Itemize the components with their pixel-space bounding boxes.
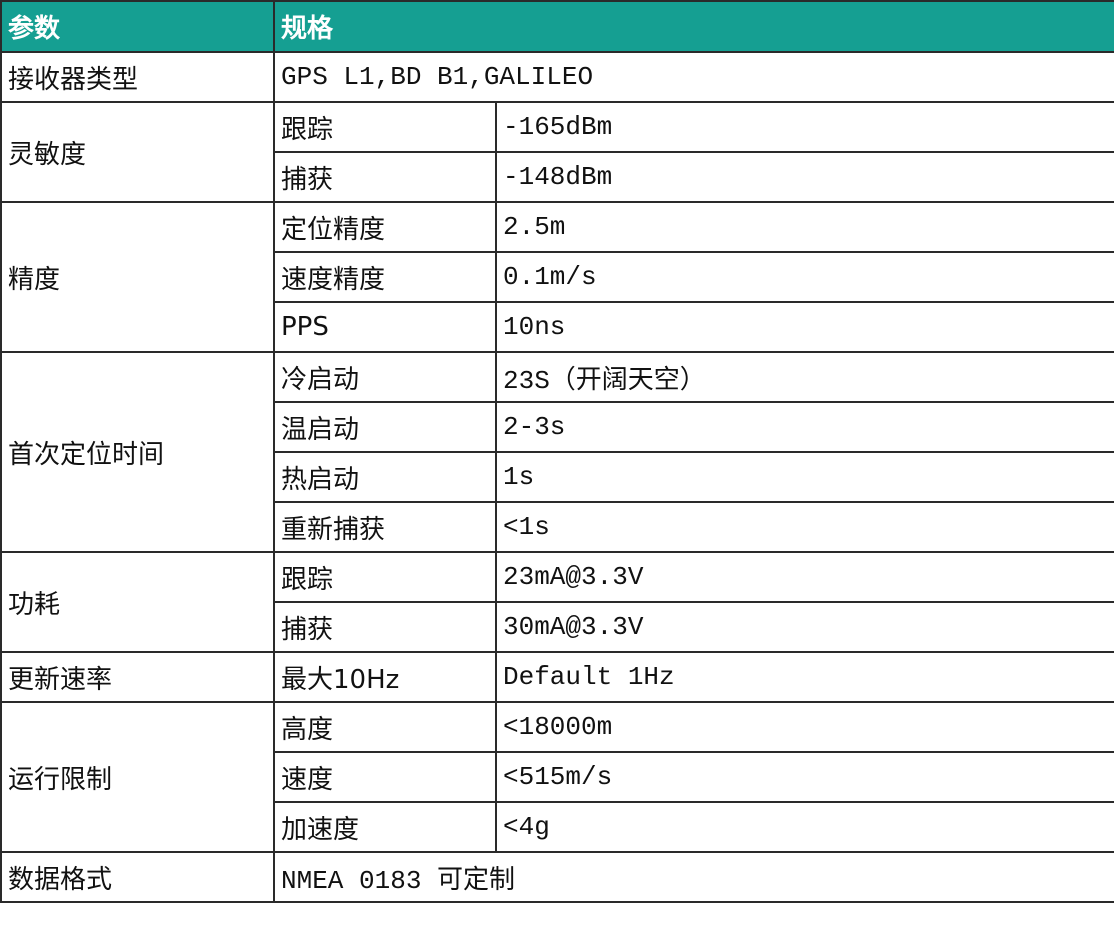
value-cell: GPS L1,BD B1,GALILEO — [272, 51, 1114, 103]
table-row: 首次定位时间 冷启动 23S（开阔天空） — [0, 351, 1114, 553]
table-row: PPS 10ns — [1, 301, 1114, 353]
value-cell: 0.1m/s — [494, 251, 1114, 303]
table-row: 速度精度 0.1m/s — [1, 251, 1114, 303]
table-row: 接收器类型 GPS L1,BD B1,GALILEO — [0, 51, 1114, 103]
table-row: 加速度 <4g — [1, 801, 1114, 853]
value-cell: <1s — [494, 501, 1114, 553]
item-cell: 定位精度 — [273, 201, 497, 253]
item-cell: 跟踪 — [273, 551, 497, 603]
item-cell: 捕获 — [273, 601, 497, 653]
table-row: 运行限制 高度 <18000m — [0, 701, 1114, 853]
value-cell: -148dBm — [494, 151, 1114, 203]
item-cell: 温启动 — [273, 401, 497, 453]
param-cell: 灵敏度 — [0, 101, 275, 203]
item-cell: 速度精度 — [273, 251, 497, 303]
item-cell: 热启动 — [273, 451, 497, 503]
item-cell: 高度 — [273, 701, 497, 753]
table-row: 重新捕获 <1s — [1, 501, 1114, 553]
value-cell: 1s — [494, 451, 1114, 503]
value-cell: 30mA@3.3V — [494, 601, 1114, 653]
item-cell: 速度 — [273, 751, 497, 803]
param-cell: 首次定位时间 — [0, 351, 275, 553]
value-cell: <4g — [494, 801, 1114, 853]
value-cell: 10ns — [494, 301, 1114, 353]
table-row: 热启动 1s — [1, 451, 1114, 503]
value-cell: Default 1Hz — [494, 651, 1114, 703]
header-cell: 参数 — [0, 0, 275, 53]
table-row: 更新速率 最大10Hz Default 1Hz — [0, 651, 1114, 703]
table-row: 灵敏度 跟踪 -165dBm — [0, 101, 1114, 203]
spec-table: 参数 规格 接收器类型 GPS L1,BD B1,GALILEO 灵敏度 跟踪 -165… — [0, 0, 1114, 903]
param-cell: 精度 — [0, 201, 275, 353]
param-cell: 更新速率 — [0, 651, 275, 703]
item-cell: 最大10Hz — [273, 651, 497, 703]
value-cell: -165dBm — [494, 101, 1114, 153]
value-cell: 2.5m — [494, 201, 1114, 253]
value-cell: 2-3s — [494, 401, 1114, 453]
value-cell: 23mA@3.3V — [494, 551, 1114, 603]
value-cell: 23S（开阔天空） — [494, 351, 1114, 403]
param-cell: 数据格式 — [0, 851, 275, 903]
item-cell: 加速度 — [273, 801, 497, 853]
table-row: 精度 定位精度 2.5m — [0, 201, 1114, 353]
header-cell: 规格 — [272, 0, 1114, 53]
value-cell: <515m/s — [494, 751, 1114, 803]
table-row: 温启动 2-3s — [1, 401, 1114, 453]
item-cell: 冷启动 — [273, 351, 497, 403]
param-cell: 功耗 — [0, 551, 275, 653]
table-body: 接收器类型 GPS L1,BD B1,GALILEO 灵敏度 跟踪 -165dBm 捕获 -… — [0, 51, 1114, 903]
table-row: 捕获 -148dBm — [1, 151, 1114, 203]
value-cell: <18000m — [494, 701, 1114, 753]
item-cell: 捕获 — [273, 151, 497, 203]
param-cell: 接收器类型 — [0, 51, 275, 103]
item-cell: 跟踪 — [273, 101, 497, 153]
table-row: 功耗 跟踪 23mA@3.3V — [0, 551, 1114, 653]
value-cell: NMEA 0183 可定制 — [272, 851, 1114, 903]
header-row: 参数 规格 — [0, 0, 1114, 53]
param-cell: 运行限制 — [0, 701, 275, 853]
table-row: 数据格式 NMEA 0183 可定制 — [0, 851, 1114, 903]
table-row: 速度 <515m/s — [1, 751, 1114, 803]
item-cell: PPS — [273, 301, 497, 353]
item-cell: 重新捕获 — [273, 501, 497, 553]
table-row: 捕获 30mA@3.3V — [1, 601, 1114, 653]
